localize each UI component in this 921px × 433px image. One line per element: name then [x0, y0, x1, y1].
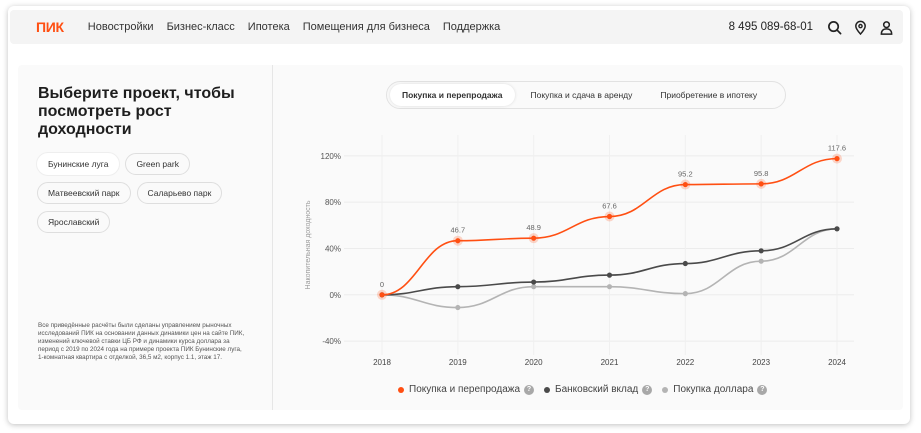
- chip-green-park[interactable]: Green park: [125, 153, 190, 175]
- data-point-resale: [758, 181, 764, 187]
- scenario-tabs: Покупка и перепродажа Покупка и сдача в …: [386, 81, 786, 109]
- data-point-resale: [531, 235, 537, 241]
- legend-item-deposit: Банковский вклад ?: [544, 384, 653, 395]
- data-label: 67.6: [602, 202, 617, 211]
- main-nav: Новостройки Бизнес-класс Ипотека Помещен…: [88, 21, 514, 33]
- x-tick-label: 2022: [676, 358, 694, 367]
- data-point-dollar: [682, 291, 688, 297]
- location-pin-icon[interactable]: [851, 18, 869, 36]
- tab-buy-resell[interactable]: Покупка и перепродажа: [390, 84, 515, 106]
- project-chips: Бунинские луга Green park Матвеевский па…: [37, 153, 262, 240]
- x-tick-label: 2024: [828, 358, 846, 367]
- data-point-deposit: [758, 248, 764, 254]
- top-navigation-bar: ПИК Новостройки Бизнес-класс Ипотека Пом…: [10, 10, 903, 44]
- x-tick-label: 2023: [752, 358, 770, 367]
- data-label: 48.9: [526, 223, 541, 232]
- profitability-section: Выберите проект, чтобы посмотреть рост д…: [18, 65, 903, 410]
- y-tick-label: 40%: [325, 244, 341, 253]
- data-label: 0: [380, 280, 384, 289]
- y-tick-label: 120%: [321, 152, 341, 161]
- legend-label-resale: Покупка и перепродажа: [409, 384, 521, 395]
- data-label: 117.6: [828, 144, 846, 153]
- x-tick-label: 2019: [449, 358, 467, 367]
- data-point-resale: [834, 156, 840, 162]
- data-point-dollar: [531, 284, 537, 290]
- help-icon[interactable]: ?: [524, 384, 535, 395]
- pik-logo[interactable]: ПИК: [36, 19, 64, 35]
- chart-panel: 120% 80% 40% 0% -40% 2018 2019 2020 2021 2022 2023…: [274, 65, 903, 410]
- phone-number[interactable]: 8 495 089-68-01: [728, 21, 813, 33]
- search-icon[interactable]: [825, 18, 843, 36]
- help-icon[interactable]: ?: [642, 384, 653, 395]
- data-label: 95.8: [754, 169, 769, 178]
- legend-item-dollar: Покупка доллара ?: [662, 384, 768, 395]
- legend-label-deposit: Банковский вклад: [555, 384, 639, 395]
- y-axis-label: Накопительная доходность: [305, 200, 312, 289]
- data-label: 46.7: [451, 226, 466, 235]
- user-icon[interactable]: [877, 18, 895, 36]
- data-point-resale: [606, 213, 613, 220]
- legend-dot-deposit: [544, 386, 551, 393]
- nav-support[interactable]: Поддержка: [442, 21, 501, 33]
- chip-buninskie-luga[interactable]: Бунинские луга: [37, 153, 120, 175]
- nav-new-buildings[interactable]: Новостройки: [87, 21, 154, 33]
- nav-commercial[interactable]: Помещения для бизнеса: [302, 21, 430, 33]
- legend-item-resale: Покупка и перепродажа ?: [398, 384, 535, 395]
- disclaimer-note: Все приведённые расчёты были сделаны упр…: [38, 322, 245, 362]
- data-point-deposit: [682, 260, 688, 267]
- help-icon[interactable]: ?: [757, 384, 768, 395]
- data-point-resale: [682, 181, 688, 188]
- tab-mortgage[interactable]: Приобретение в ипотеку: [660, 90, 758, 100]
- data-point-dollar: [455, 304, 461, 311]
- x-tick-label: 2020: [525, 358, 543, 367]
- section-title: Выберите проект, чтобы посмотреть рост д…: [38, 85, 235, 138]
- y-tick-label: 0%: [329, 291, 341, 300]
- project-selector-panel: Выберите проект, чтобы посмотреть рост д…: [18, 65, 273, 410]
- legend-dot-dollar: [662, 386, 669, 393]
- chip-yaroslavsky[interactable]: Ярославский: [37, 211, 111, 233]
- data-point-dollar: [606, 284, 613, 290]
- legend-label-dollar: Покупка доллара: [673, 384, 754, 395]
- data-point-deposit: [834, 226, 840, 232]
- data-point-deposit: [455, 284, 461, 290]
- chip-salarevo-park[interactable]: Саларьево парк: [136, 182, 223, 204]
- nav-mortgage[interactable]: Ипотека: [247, 21, 290, 33]
- y-tick-label: 80%: [325, 198, 341, 207]
- x-tick-label: 2018: [373, 358, 391, 367]
- y-tick-label: -40%: [322, 337, 341, 346]
- chart-legend: Покупка и перепродажа ? Банковский вклад…: [398, 384, 777, 395]
- data-point-resale: [455, 238, 461, 244]
- data-label: 95.2: [678, 170, 693, 179]
- chip-matveevsky-park[interactable]: Матвеевский парк: [37, 182, 131, 204]
- data-point-deposit: [606, 272, 613, 278]
- data-point-resale: [379, 292, 385, 298]
- profitability-chart: 120% 80% 40% 0% -40% 2018 2019 2020 2021 2022 2023…: [305, 135, 854, 367]
- nav-business-class[interactable]: Бизнес-класс: [166, 21, 235, 33]
- data-point-dollar: [758, 258, 764, 264]
- tab-buy-rent[interactable]: Покупка и сдача в аренду: [530, 90, 633, 100]
- legend-dot-resale: [398, 386, 404, 393]
- x-tick-label: 2021: [601, 358, 619, 367]
- data-point-deposit: [531, 279, 537, 285]
